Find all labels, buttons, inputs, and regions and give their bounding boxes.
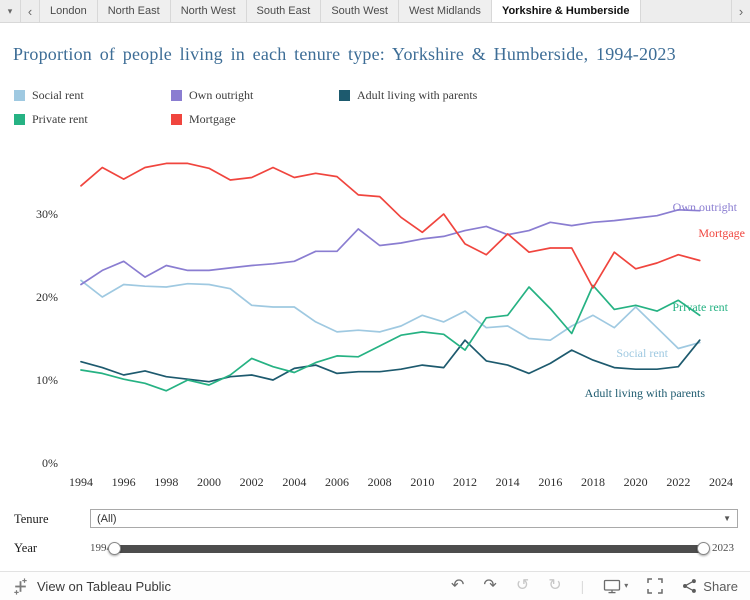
tabs-scroll-left-icon[interactable]: ‹ [21, 0, 40, 22]
tab-south-east[interactable]: South East [246, 0, 322, 22]
tenure-dropdown-value: (All) [97, 512, 117, 525]
x-axis-tick: 2004 [282, 475, 306, 489]
line-label-own-outright: Own outright [673, 200, 738, 214]
x-axis-tick: 1994 [69, 475, 93, 489]
line-label-social-rent: Social rent [616, 346, 668, 360]
legend-label: Social rent [32, 88, 84, 102]
legend-label: Adult living with parents [357, 88, 478, 102]
chevron-down-icon: ▾ [624, 581, 629, 590]
sheet-menu-button[interactable]: ▾ [0, 0, 21, 22]
share-button[interactable]: Share [682, 578, 738, 594]
y-axis-tick: 20% [36, 290, 58, 304]
year-max-label: 2023 [712, 542, 734, 554]
device-layout-icon[interactable]: ▾ [603, 579, 628, 594]
line-private-rent[interactable] [80, 284, 701, 392]
y-axis-tick: 30% [36, 207, 58, 221]
x-axis-tick: 2010 [410, 475, 434, 489]
year-filter-label: Year [14, 541, 38, 555]
slider-track [113, 545, 705, 553]
toolbar-actions: ↶ ↷ ↺ ↻ | ▾ [451, 577, 738, 595]
x-axis-tick: 1996 [112, 475, 136, 489]
y-axis-tick: 0% [42, 456, 58, 470]
x-axis-tick: 2012 [453, 475, 477, 489]
year-range-slider[interactable] [108, 542, 710, 555]
x-axis-tick: 2008 [368, 475, 392, 489]
line-label-adult-living-with-parents: Adult living with parents [585, 386, 706, 400]
tenure-filter-label: Tenure [14, 512, 49, 526]
legend-item-private-rent[interactable]: Private rent [14, 112, 171, 127]
fullscreen-corners-icon [647, 578, 664, 594]
x-axis-tick: 2018 [581, 475, 605, 489]
legend-label: Own outright [189, 88, 254, 102]
x-axis-tick: 2022 [666, 475, 690, 489]
tab-yorkshire-humberside[interactable]: Yorkshire & Humberside [491, 0, 641, 22]
refresh-icon[interactable]: ↻ [548, 577, 562, 594]
tab-south-west[interactable]: South West [321, 0, 399, 22]
page-title: Proportion of people living in each tenu… [13, 44, 676, 64]
tenure-line-chart[interactable]: 0% 10% 20% 30% 1994 1996 1998 2000 2002 2004 2006 2… [0, 150, 750, 500]
legend-swatch-icon [14, 114, 25, 125]
tab-west-midlands[interactable]: West Midlands [399, 0, 492, 22]
line-adult-living-with-parents[interactable] [80, 339, 701, 383]
x-axis-tick: 2002 [240, 475, 264, 489]
chevron-down-icon: ▼ [723, 514, 731, 523]
x-axis-tick: 2000 [197, 475, 221, 489]
y-axis-tick: 10% [36, 373, 58, 387]
x-axis-tick: 2016 [538, 475, 562, 489]
legend-item-mortgage[interactable]: Mortgage [171, 112, 339, 127]
line-own-outright[interactable] [80, 208, 701, 286]
line-mortgage[interactable] [80, 162, 701, 289]
legend-item-social-rent[interactable]: Social rent [14, 88, 171, 103]
tenure-dropdown[interactable]: (All) ▼ [90, 509, 738, 528]
redo-icon[interactable]: ↷ [483, 577, 497, 594]
x-axis-tick: 2020 [624, 475, 648, 489]
legend-swatch-icon [14, 90, 25, 101]
footer-toolbar: View on Tableau Public ↶ ↷ ↺ ↻ | ▾ [0, 571, 750, 600]
line-social-rent[interactable] [80, 279, 701, 350]
line-label-mortgage: Mortgage [698, 226, 745, 240]
tableau-logo-icon [14, 577, 27, 595]
share-label: Share [703, 578, 738, 594]
view-on-tableau-button[interactable]: View on Tableau Public [12, 577, 171, 595]
slider-handle-left[interactable] [108, 542, 121, 555]
legend-item-adult-living-with-parents[interactable]: Adult living with parents [339, 88, 477, 103]
monitor-icon [604, 579, 621, 593]
year-min-label: 1994 [90, 542, 112, 554]
x-axis-tick: 2014 [496, 475, 520, 489]
share-icon [683, 579, 697, 593]
undo-icon[interactable]: ↶ [451, 577, 465, 594]
chart-area: 0% 10% 20% 30% 1994 1996 1998 2000 2002 2004 2006 2… [0, 150, 750, 500]
x-axis-tick: 2024 [709, 475, 733, 489]
legend-swatch-icon [171, 90, 182, 101]
legend-label: Private rent [32, 112, 88, 126]
view-on-tableau-label: View on Tableau Public [37, 578, 171, 594]
legend-item-own-outright[interactable]: Own outright [171, 88, 339, 103]
legend-label: Mortgage [189, 112, 236, 126]
tabs-scroll-right-icon[interactable]: › [731, 0, 750, 22]
sheet-tab-bar: ▾ ‹ London North East North West South East… [0, 0, 750, 23]
tab-north-east[interactable]: North East [97, 0, 171, 22]
tab-north-west[interactable]: North West [170, 0, 247, 22]
tab-london[interactable]: London [40, 0, 98, 22]
reset-icon[interactable]: ↺ [515, 577, 530, 594]
toolbar-separator: | [580, 578, 585, 594]
legend-swatch-icon [171, 114, 182, 125]
slider-handle-right[interactable] [697, 542, 710, 555]
line-label-private-rent: Private rent [672, 300, 728, 314]
x-axis-tick: 1998 [154, 475, 178, 489]
x-axis-tick: 2006 [325, 475, 349, 489]
legend-swatch-icon [339, 90, 350, 101]
legend: Social rent Own outright Adult living with… [14, 88, 477, 127]
tab-list: London North East North West South East Sout… [40, 0, 731, 22]
fullscreen-icon[interactable] [647, 578, 664, 594]
